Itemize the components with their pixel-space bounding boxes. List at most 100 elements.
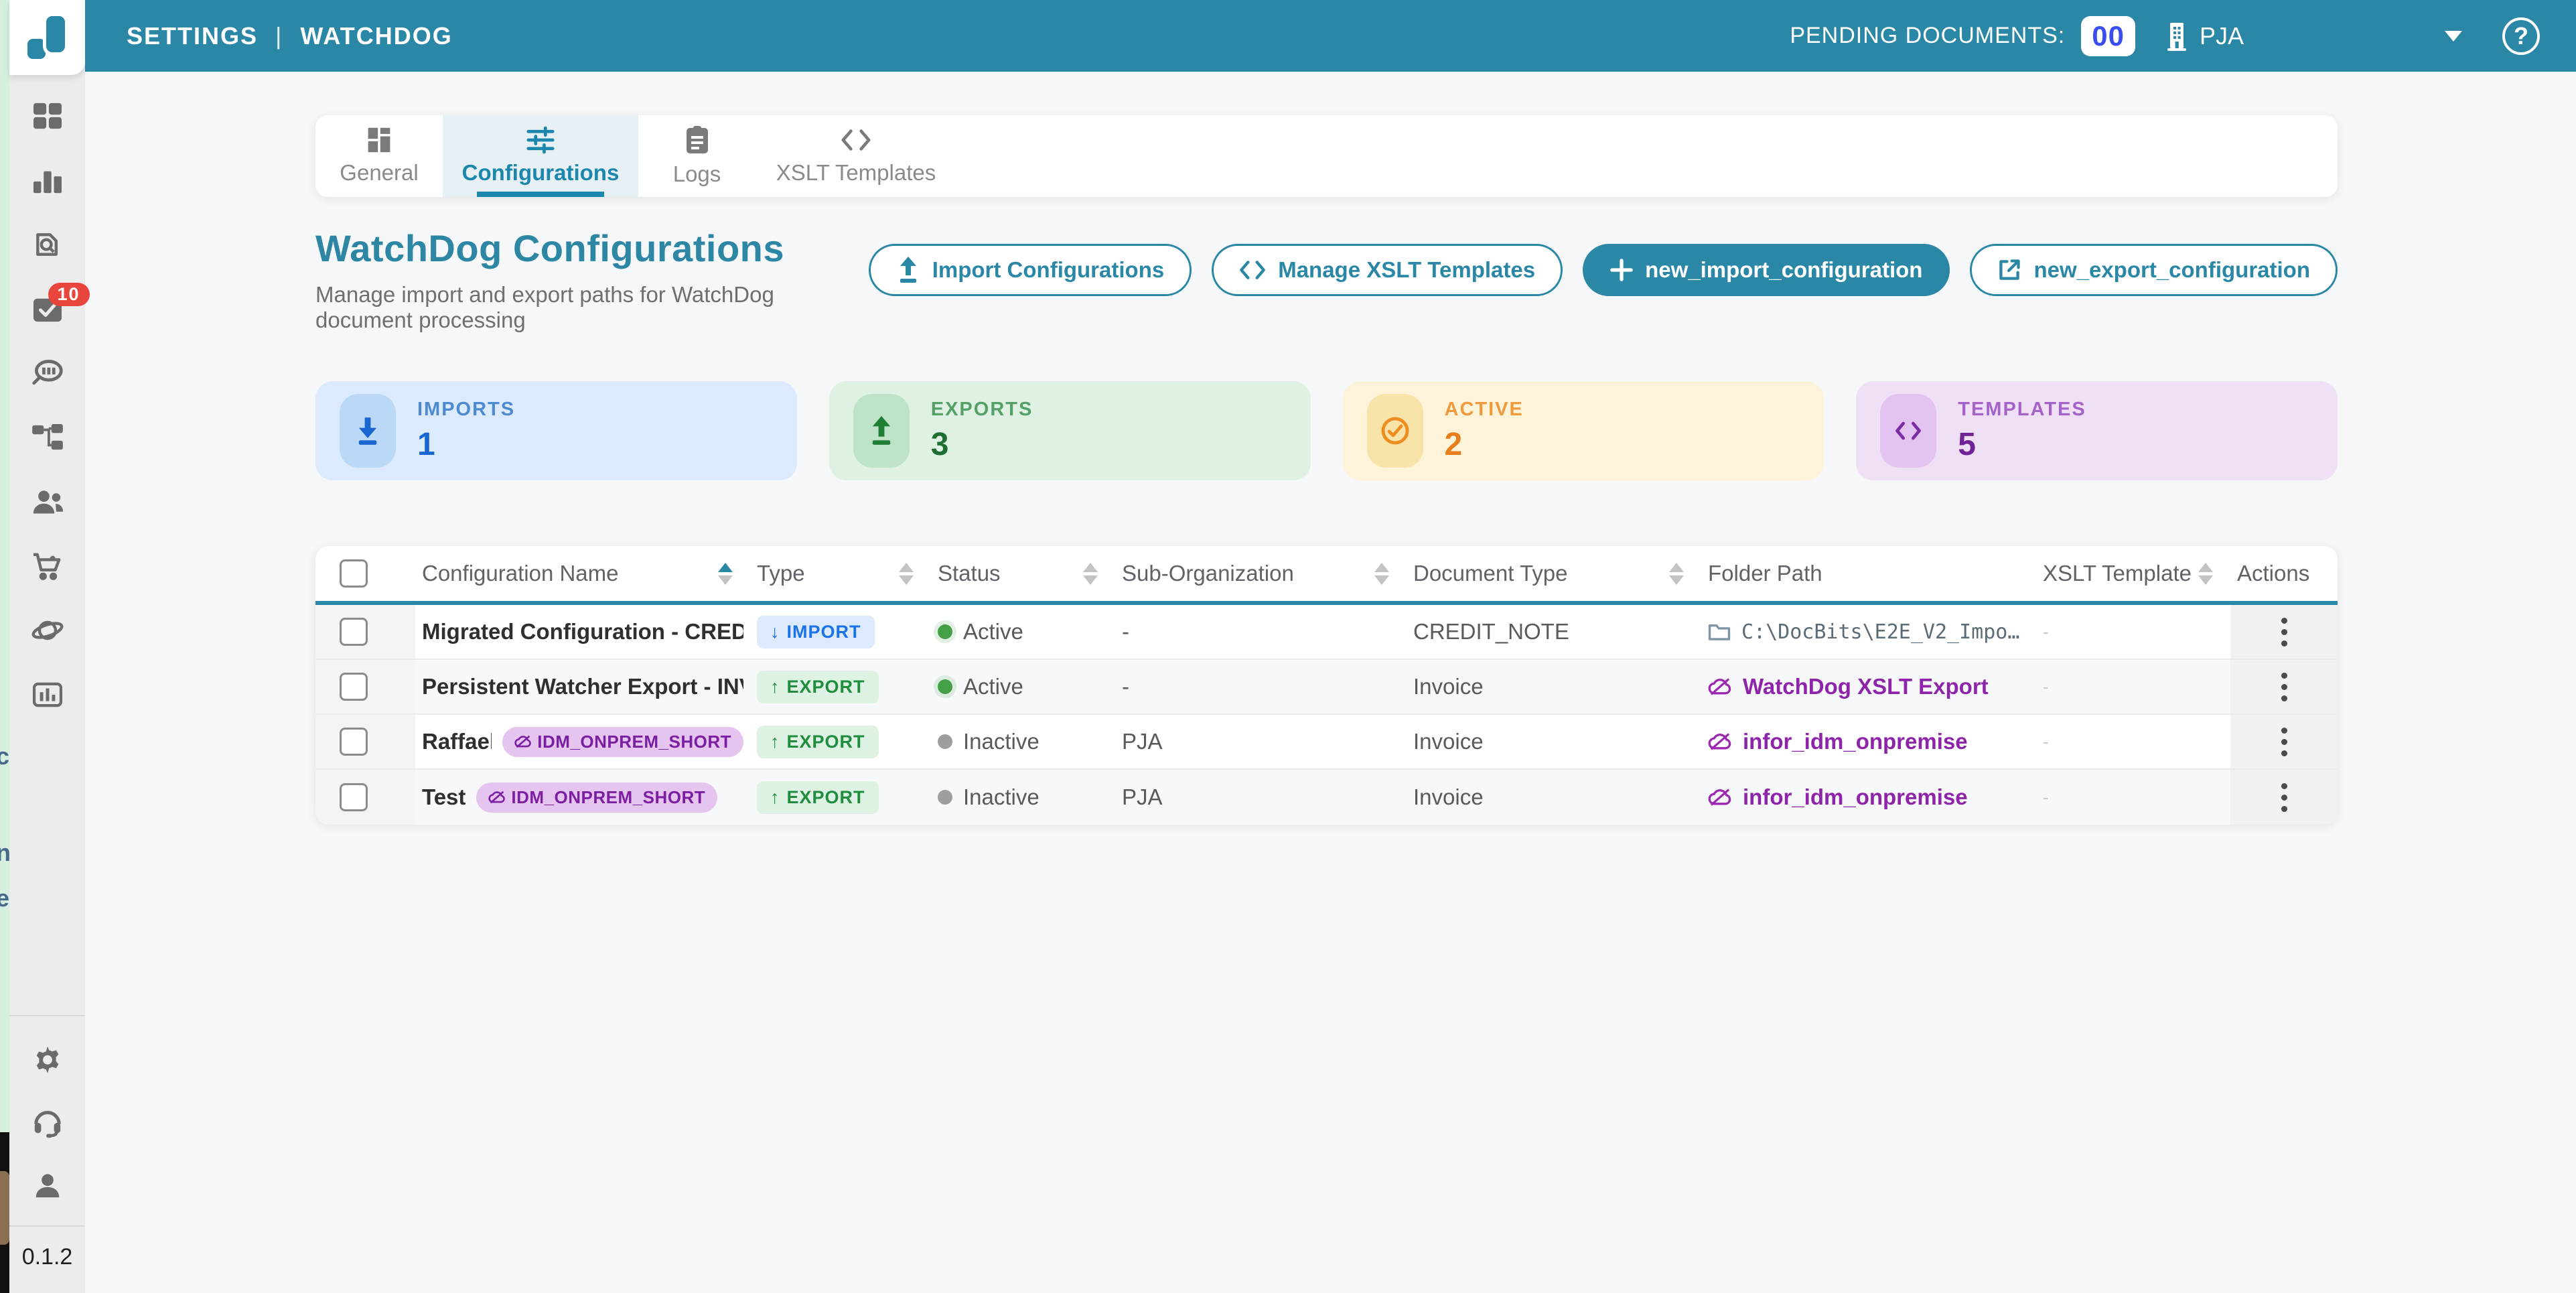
import-configurations-button[interactable]: Import Configurations — [868, 244, 1192, 296]
upload-icon — [853, 394, 910, 468]
tab-label: Configurations — [461, 160, 620, 185]
column-label: Folder Path — [1708, 561, 1822, 586]
column-header-type[interactable]: Type — [750, 561, 931, 586]
chart-widget-icon — [32, 682, 62, 707]
sort-icon — [899, 562, 914, 585]
organization-selector[interactable]: PJA — [2163, 21, 2244, 51]
table-body: Migrated Configuration - CREDIT_NO ↓ IMPO… — [315, 605, 2338, 825]
sidebar-item-users[interactable] — [31, 486, 64, 517]
active-tab-indicator — [477, 192, 604, 197]
table-row: Migrated Configuration - CREDIT_NO ↓ IMPO… — [315, 605, 2338, 660]
row-checkbox[interactable] — [340, 728, 368, 756]
button-label: new_import_configuration — [1645, 257, 1923, 282]
orbit-icon — [31, 620, 63, 640]
folder-path-link[interactable]: infor_idm_onpremise — [1743, 785, 1968, 809]
table-header-row: Configuration Name Type Status Sub-Organ… — [315, 546, 2338, 605]
help-icon: ? — [2514, 21, 2528, 50]
sidebar-item-analytics[interactable] — [31, 165, 64, 196]
breadcrumb-watchdog[interactable]: WATCHDOG — [300, 21, 453, 50]
tab-bar: General Configurations Logs XSLT Templat… — [315, 115, 2338, 197]
arrow-up-icon: ↑ — [770, 787, 780, 807]
row-checkbox[interactable] — [340, 783, 368, 811]
gear-icon — [36, 1046, 58, 1074]
row-checkbox[interactable] — [340, 673, 368, 701]
app-logo[interactable] — [9, 0, 85, 75]
logs-tab-icon — [686, 126, 708, 153]
column-label: Configuration Name — [422, 561, 619, 586]
stat-value: 2 — [1444, 427, 1463, 462]
column-header-configuration-name[interactable]: Configuration Name — [415, 561, 750, 586]
type-badge-export: ↑ EXPORT — [757, 670, 879, 703]
row-actions-menu-button[interactable] — [2275, 776, 2294, 819]
row-checkbox[interactable] — [340, 618, 368, 646]
column-header-document-type[interactable]: Document Type — [1407, 561, 1701, 586]
sidebar-item-document-search[interactable] — [31, 229, 64, 260]
manage-xslt-templates-button[interactable]: Manage XSLT Templates — [1212, 244, 1563, 296]
stats-row: IMPORTS 1 EXPORTS 3 ACTIVE 2 — [315, 381, 2338, 480]
folder-icon — [1708, 624, 1731, 640]
column-label: Type — [757, 561, 805, 586]
sidebar-item-support[interactable] — [31, 1107, 64, 1138]
tab-configurations[interactable]: Configurations — [443, 115, 638, 197]
cart-plus-icon — [33, 553, 60, 580]
people-icon — [33, 490, 63, 514]
breadcrumb-settings[interactable]: SETTINGS — [127, 21, 259, 50]
sidebar-item-tasks[interactable]: 10 — [31, 283, 90, 324]
sidebar-item-profile[interactable] — [31, 1170, 64, 1201]
type-label: EXPORT — [786, 731, 865, 752]
sort-icon — [718, 562, 733, 585]
status-dot-inactive — [938, 790, 952, 805]
status-label: Inactive — [963, 729, 1040, 754]
new-import-configuration-button[interactable]: new_import_configuration — [1583, 244, 1950, 296]
button-label: Manage XSLT Templates — [1278, 257, 1536, 282]
status-label: Active — [963, 619, 1023, 644]
sidebar-item-workflow[interactable] — [31, 422, 64, 453]
badge-label: IDM_ONPREM_SHORT — [511, 787, 706, 807]
folder-path-link[interactable]: infor_idm_onpremise — [1743, 729, 1968, 754]
background-window-edge: c n e — [0, 0, 9, 1293]
row-actions-menu-button[interactable] — [2275, 721, 2294, 763]
sidebar-item-dashboard[interactable] — [31, 100, 64, 131]
sidebar-item-search-review[interactable] — [31, 358, 64, 389]
stat-label: TEMPLATES — [1958, 399, 2086, 420]
check-circle-icon — [1366, 394, 1423, 468]
tab-label: Logs — [672, 161, 721, 186]
stat-card-imports: IMPORTS 1 — [315, 381, 797, 480]
document-search-icon — [35, 233, 58, 256]
row-actions-menu-button[interactable] — [2275, 611, 2294, 653]
tab-general[interactable]: General — [315, 115, 443, 197]
xslt-template-value: - — [2043, 731, 2049, 752]
sidebar-item-orders[interactable] — [31, 551, 64, 582]
code-icon — [1240, 261, 1266, 279]
sidebar-item-settings[interactable] — [31, 1044, 64, 1075]
dashboard-icon — [33, 103, 62, 129]
column-header-actions: Actions — [2230, 561, 2338, 586]
xslt-template-value: - — [2043, 676, 2049, 697]
organization-name: PJA — [2199, 21, 2244, 50]
column-header-sub-organization[interactable]: Sub-Organization — [1115, 561, 1407, 586]
sidebar-item-reports[interactable] — [31, 679, 64, 710]
type-badge-export: ↑ EXPORT — [757, 725, 879, 758]
column-header-xslt-template[interactable]: XSLT Template — [2036, 561, 2230, 586]
row-actions-menu-button[interactable] — [2275, 666, 2294, 708]
code-icon — [841, 129, 871, 151]
column-label: Sub-Organization — [1122, 561, 1294, 586]
new-export-configuration-button[interactable]: new_export_configuration — [1970, 244, 2338, 296]
tab-xslt-templates[interactable]: XSLT Templates — [756, 115, 956, 197]
table-row: Raffael Test IDM_ONPREM_SHORT ↑ EXPORT In… — [315, 715, 2338, 770]
folder-path-link[interactable]: WatchDog XSLT Export — [1743, 674, 1989, 699]
sidebar-item-integrations[interactable] — [31, 615, 64, 646]
type-badge-import: ↓ IMPORT — [757, 615, 875, 649]
idm-onprem-badge: IDM_ONPREM_SHORT — [476, 782, 718, 813]
general-tab-icon — [368, 127, 390, 153]
code-icon — [1880, 394, 1937, 468]
column-label: XSLT Template — [2043, 561, 2192, 586]
docbits-logo-icon — [26, 16, 69, 59]
select-all-checkbox[interactable] — [340, 559, 368, 588]
column-header-status[interactable]: Status — [931, 561, 1115, 586]
chevron-down-icon[interactable] — [2445, 30, 2462, 42]
main-content: General Configurations Logs XSLT Templat… — [315, 115, 2338, 825]
tab-logs[interactable]: Logs — [638, 115, 756, 197]
page-title: WatchDog Configurations — [315, 227, 785, 269]
help-button[interactable]: ? — [2502, 17, 2540, 55]
